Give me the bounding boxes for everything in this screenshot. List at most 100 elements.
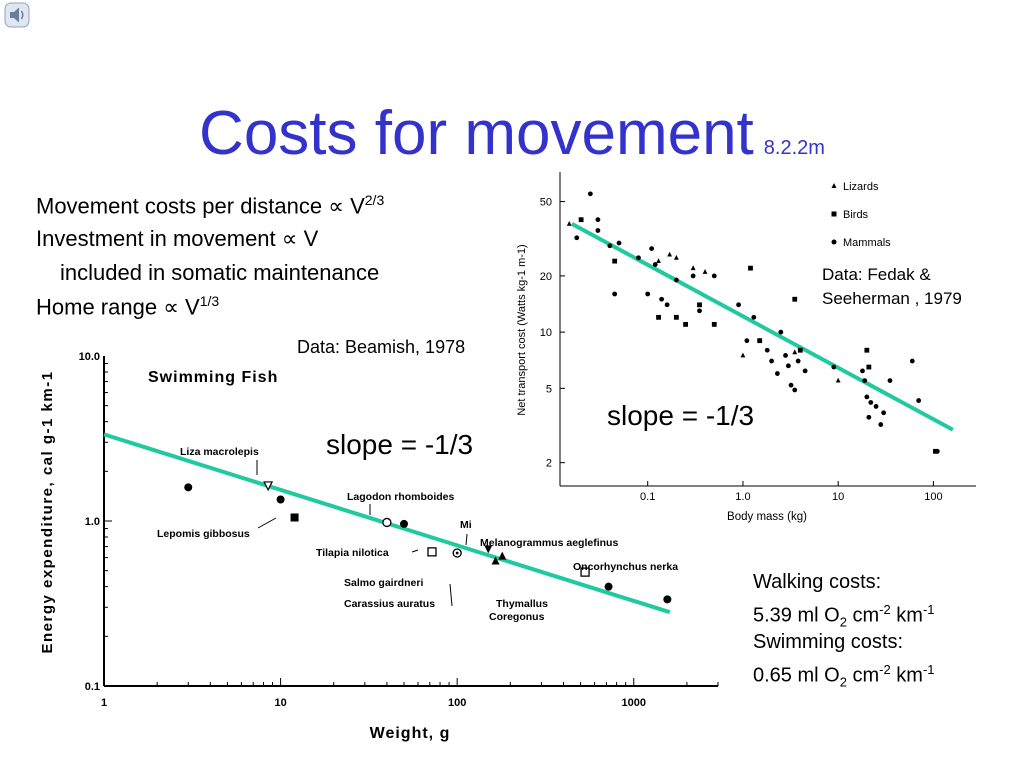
transport-data-point: [702, 269, 708, 274]
transport-x-tick-label: 0.1: [640, 491, 655, 503]
fish-x-tick-label: 1000: [622, 697, 646, 709]
transport-y-tick-label: 10: [540, 327, 552, 339]
transport-data-point: [862, 378, 868, 384]
title-text: Costs for movement: [199, 99, 754, 168]
subscript: 2: [839, 614, 847, 630]
transport-data-point: [656, 314, 661, 320]
transport-data-point: [835, 377, 841, 383]
fish-data-point: [382, 517, 392, 528]
bullet-home-range: Home range ∝ V1/3: [36, 293, 219, 320]
transport-data-point: [664, 302, 670, 308]
fish-species-label: Thymallus: [496, 598, 548, 610]
transport-data-point: [881, 410, 887, 416]
transport-data-point: [711, 321, 717, 327]
transport-data-point: [711, 273, 717, 279]
transport-data-point: [697, 308, 702, 314]
fish-species-label: Salmo gairdneri: [344, 577, 423, 589]
transport-data-point: [587, 191, 593, 197]
transport-data-point: [736, 302, 741, 308]
transport-data-point: [607, 243, 613, 249]
bullet-text: Movement costs per distance: [36, 193, 329, 219]
transport-data-point: [636, 255, 641, 261]
transport-data-point: [612, 291, 618, 297]
subscript: 2: [839, 674, 847, 690]
transport-data-point: [690, 265, 696, 271]
fish-species-label: Melanogrammus aeglefinus: [480, 537, 618, 549]
transport-data-point: [866, 414, 872, 420]
transport-data-point: [740, 352, 746, 358]
beamish-note: Data: Beamish, 1978: [297, 337, 466, 357]
bullet-var: V: [297, 226, 319, 251]
transport-data-point: [697, 302, 702, 308]
legend-marker: [831, 183, 837, 188]
transport-data-point: [578, 217, 584, 223]
transport-data-point: [764, 347, 770, 353]
transport-data-point: [616, 240, 622, 246]
transport-data-point: [864, 394, 870, 400]
fish-data-point: [580, 567, 590, 577]
transport-data-point: [690, 273, 696, 279]
transport-data-point: [566, 220, 572, 226]
proportional-symbol: ∝: [281, 226, 298, 251]
fish-species-label: Coregonus: [489, 611, 545, 623]
fish-species-label: Lepomis gibbosus: [157, 528, 250, 540]
swimming-costs-label: Swimming costs:: [753, 631, 904, 653]
unit-text: cm: [846, 664, 880, 687]
transport-y-tick-label: 50: [540, 197, 552, 209]
walking-costs-value: 5.39 ml O2 cm-2 km-1: [753, 598, 935, 635]
transport-fit-line: [570, 222, 954, 432]
marker-dot: [455, 551, 459, 555]
exponent: -2: [879, 602, 891, 617]
fish-data-point: [663, 595, 672, 604]
annotation-arrow: [411, 549, 419, 553]
bullet-exponent: 1/3: [199, 293, 220, 309]
transport-x-tick-label: 100: [924, 491, 942, 503]
fish-x-tick-label: 1: [101, 697, 107, 709]
title-ref: 8.2.2m: [763, 137, 825, 159]
transport-data-point: [783, 353, 788, 358]
legend-marker: [831, 211, 837, 217]
transport-data-point: [769, 358, 775, 364]
transport-data-point: [652, 262, 658, 267]
fish-data-point: [276, 495, 285, 504]
transport-data-point: [797, 347, 803, 353]
transport-data-point: [751, 314, 757, 320]
fish-x-axis-label: Weight, g: [370, 725, 451, 742]
bullet-movement-costs: Movement costs per distance ∝ V2/3: [36, 192, 384, 219]
speaker-icon[interactable]: [4, 2, 30, 33]
transport-data-point: [785, 363, 791, 369]
transport-data-point: [909, 358, 915, 364]
transport-y-tick-label: 2: [546, 458, 552, 470]
unit-text: km: [890, 664, 923, 687]
fish-data-point: [400, 519, 409, 528]
transport-data-point: [878, 422, 884, 427]
bullet-text: included in somatic maintenance: [60, 260, 380, 285]
transport-data-point: [574, 235, 580, 241]
transport-data-point: [873, 404, 879, 409]
transport-data-point: [864, 347, 870, 353]
fish-y-tick-label: 10.0: [79, 351, 100, 363]
transport-y-tick-label: 5: [546, 383, 552, 395]
transport-data-point: [673, 314, 679, 320]
transport-y-tick-label: 20: [540, 271, 552, 283]
legend-label: Birds: [843, 209, 869, 221]
transport-data-point: [667, 251, 673, 257]
legend-label: Lizards: [843, 181, 879, 193]
fish-y-tick-label: 1.0: [85, 516, 100, 528]
annotation-arrow: [465, 533, 468, 546]
fish-data-point: [452, 548, 462, 558]
fish-data-point: [184, 483, 193, 492]
legend-marker: [831, 239, 837, 245]
slope-label-left: slope = -1/3: [326, 429, 474, 460]
fedak-note-line1: Data: Fedak &: [822, 265, 931, 284]
transport-data-point: [795, 358, 801, 364]
transport-data-point: [774, 371, 780, 376]
transport-data-point: [866, 364, 872, 370]
transport-data-point: [595, 217, 601, 223]
fedak-note-line2: Seeherman , 1979: [822, 289, 962, 308]
exponent: -1: [922, 602, 935, 617]
bullet-var: V: [343, 193, 365, 219]
exponent: -1: [922, 662, 935, 677]
bullet-var: V: [178, 294, 200, 320]
